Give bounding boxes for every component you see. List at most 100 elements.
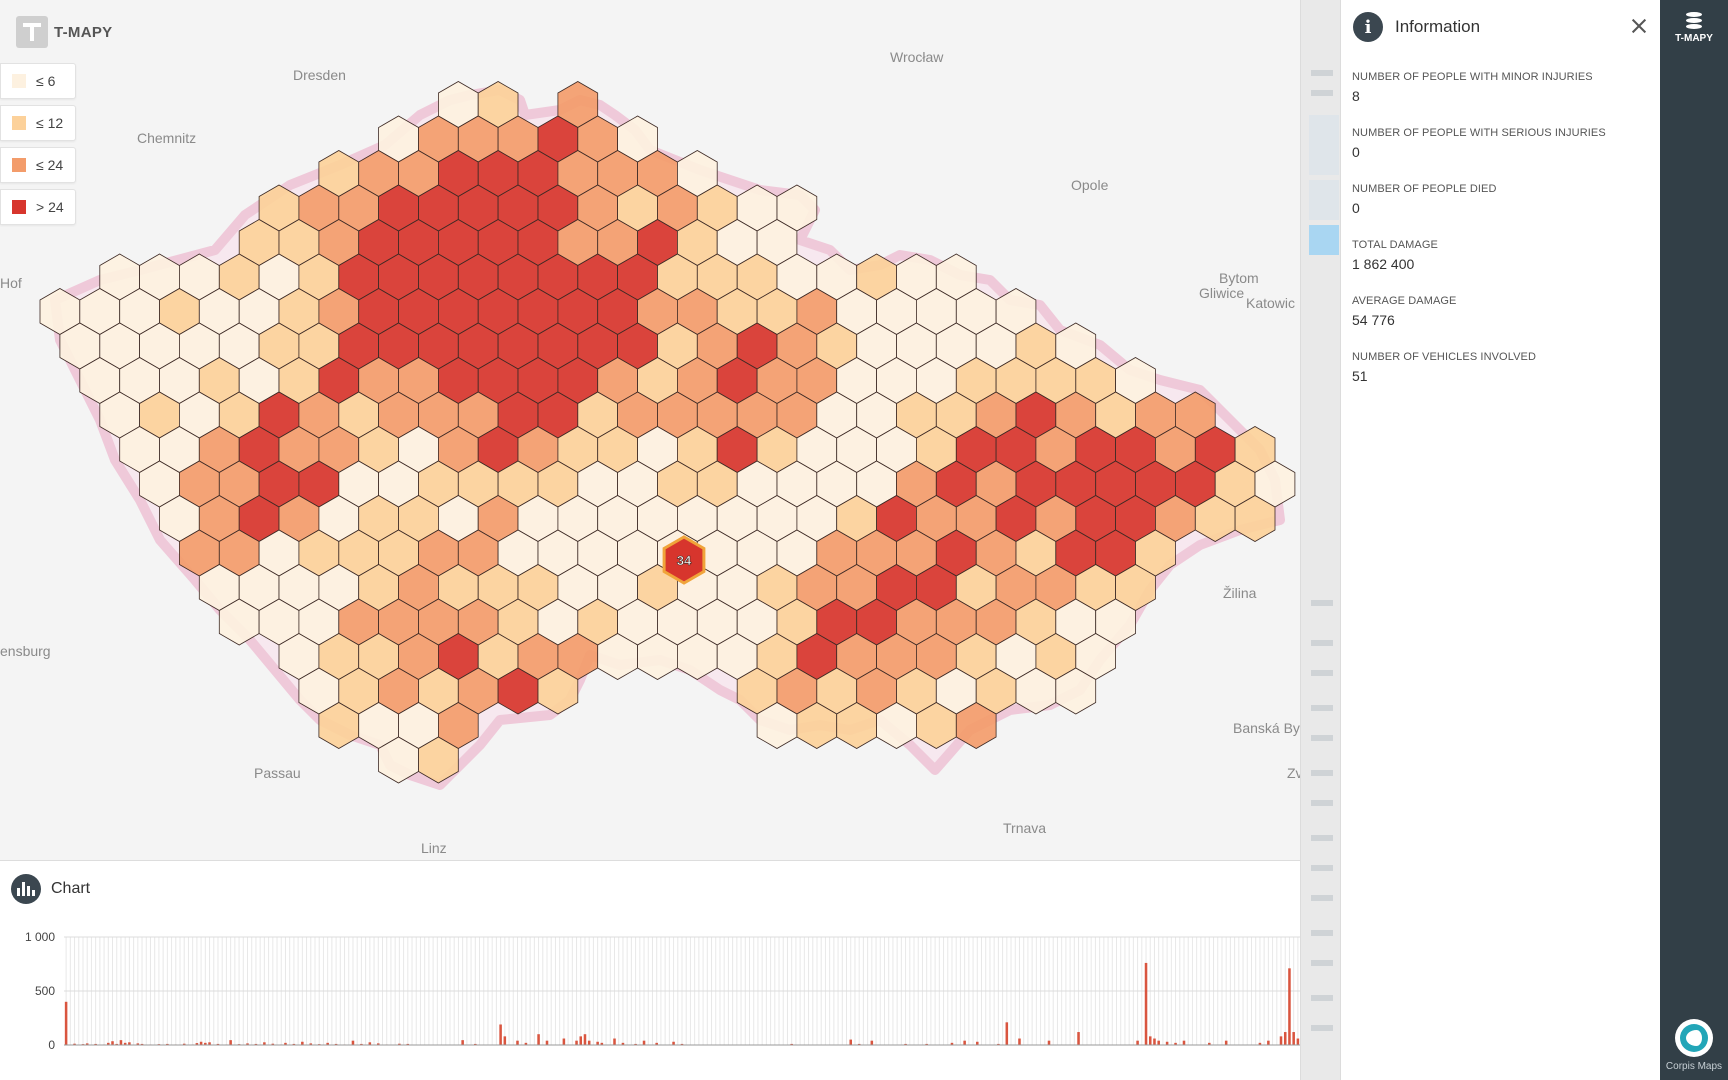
legend-item[interactable]: > 24 — [0, 189, 76, 225]
chart-bar[interactable] — [166, 1043, 169, 1045]
chart-bar[interactable] — [284, 1042, 287, 1045]
chart-bar[interactable] — [1005, 1022, 1009, 1045]
chart-bar[interactable] — [1018, 1038, 1021, 1045]
chart-bar[interactable] — [613, 1038, 616, 1045]
chart-bar[interactable] — [499, 1024, 502, 1045]
map[interactable]: 34 Dresden Wrocław Chemnitz Opole Bytom … — [0, 0, 1300, 860]
chart-bar[interactable] — [524, 1042, 528, 1045]
chart-bar[interactable] — [208, 1042, 211, 1045]
chart-bar[interactable] — [516, 1040, 519, 1045]
chart-bar[interactable] — [1047, 1040, 1051, 1045]
chart-bar[interactable] — [672, 1041, 675, 1045]
chart-bar[interactable] — [360, 1043, 363, 1045]
chart-bar[interactable] — [73, 1043, 76, 1045]
chart-bar[interactable] — [1136, 1040, 1139, 1045]
chart-bar[interactable] — [1279, 1036, 1283, 1045]
chart-bar[interactable] — [115, 1043, 118, 1045]
chart-bar[interactable] — [123, 1042, 127, 1045]
chart-bar[interactable] — [1208, 1042, 1211, 1045]
chart-bar[interactable] — [1077, 1032, 1080, 1045]
chart-bar[interactable] — [136, 1043, 140, 1045]
chart-bar[interactable] — [229, 1040, 232, 1045]
chart-bar[interactable] — [1153, 1038, 1156, 1045]
chart-bar[interactable] — [642, 1040, 646, 1045]
chart-bar[interactable] — [870, 1040, 874, 1045]
chart-bar[interactable] — [976, 1041, 979, 1045]
legend-item[interactable]: ≤ 6 — [0, 63, 76, 99]
chart-bar[interactable] — [1144, 962, 1148, 1045]
chart-bar[interactable] — [246, 1043, 249, 1045]
chart-bar[interactable] — [326, 1042, 329, 1045]
chart-bar[interactable] — [94, 1043, 97, 1045]
chart-bar[interactable] — [849, 1039, 852, 1045]
layers-button[interactable]: T-MAPY — [1660, 12, 1728, 44]
chart-bar[interactable] — [216, 1043, 220, 1045]
chart-bar[interactable] — [1292, 1032, 1295, 1045]
chart-bar[interactable] — [398, 1043, 401, 1045]
chart-bar[interactable] — [997, 1043, 1000, 1045]
chart-bar[interactable] — [85, 1043, 89, 1045]
chart-bar[interactable] — [1174, 1042, 1177, 1045]
corpis-maps-logo[interactable]: Corpis Maps — [1660, 1019, 1728, 1072]
chart-bar[interactable] — [199, 1041, 203, 1045]
chart-bar[interactable] — [368, 1042, 372, 1045]
chart-bar[interactable] — [461, 1040, 464, 1045]
close-icon[interactable] — [1628, 15, 1650, 37]
chart-bar[interactable] — [377, 1043, 380, 1045]
chart-bar[interactable] — [107, 1042, 110, 1045]
chart-bar[interactable] — [474, 1043, 477, 1045]
chart-bar[interactable] — [545, 1040, 549, 1045]
chart-bar[interactable] — [904, 1043, 907, 1045]
chart-bar[interactable] — [655, 1042, 658, 1045]
chart-bar[interactable] — [950, 1042, 954, 1045]
chart-bar[interactable] — [575, 1040, 578, 1045]
chart-bar[interactable] — [128, 1042, 131, 1045]
chart-bar[interactable] — [583, 1034, 587, 1045]
chart-bar[interactable] — [1267, 1040, 1270, 1045]
chart-bar[interactable] — [537, 1034, 540, 1045]
chart-bar[interactable] — [1258, 1042, 1262, 1045]
chart-bar[interactable] — [1288, 968, 1291, 1045]
chart-bar[interactable] — [1165, 1041, 1169, 1045]
chart-bar[interactable] — [204, 1042, 207, 1045]
chart-bar[interactable] — [301, 1041, 304, 1045]
legend-item[interactable]: ≤ 12 — [0, 105, 76, 141]
map-hexagon[interactable] — [537, 667, 579, 715]
chart-bar[interactable] — [562, 1038, 566, 1045]
chart-bar[interactable] — [963, 1040, 966, 1045]
chart-bar[interactable] — [140, 1043, 144, 1045]
selected-hexagon[interactable] — [662, 535, 706, 585]
chart-bar[interactable] — [1148, 1036, 1152, 1045]
map-hexagon[interactable] — [1234, 495, 1276, 542]
chart-bar[interactable] — [1283, 1032, 1287, 1045]
chart-bar[interactable] — [790, 1043, 793, 1045]
map-hexagon[interactable] — [1055, 667, 1097, 715]
chart-bar[interactable] — [64, 1001, 68, 1045]
chart-bar[interactable] — [351, 1040, 355, 1045]
chart-bar[interactable] — [195, 1043, 199, 1045]
chart-bar[interactable] — [579, 1036, 583, 1045]
bar-chart[interactable]: 1 000 500 0 — [0, 921, 1300, 1080]
chart-bar[interactable] — [634, 1043, 637, 1045]
map-hexagon[interactable] — [955, 702, 997, 749]
chart-bar[interactable] — [587, 1040, 591, 1045]
hexbin-map[interactable]: 34 — [0, 0, 1300, 860]
chart-bar[interactable] — [111, 1041, 114, 1045]
chart-bar[interactable] — [1157, 1040, 1160, 1045]
chart-bar[interactable] — [925, 1043, 928, 1045]
chart-bar[interactable] — [680, 1043, 684, 1045]
chart-bar[interactable] — [119, 1040, 123, 1045]
chart-bar[interactable] — [182, 1043, 186, 1045]
chart-bar[interactable] — [1224, 1040, 1228, 1045]
chart-bar[interactable] — [600, 1042, 604, 1045]
chart-bar[interactable] — [406, 1043, 410, 1045]
chart-bar[interactable] — [254, 1043, 258, 1045]
map-hexagon[interactable] — [418, 736, 459, 784]
legend-item[interactable]: ≤ 24 — [0, 147, 76, 183]
chart-bar[interactable] — [1182, 1040, 1186, 1045]
chart-bar[interactable] — [271, 1043, 275, 1045]
chart-bar[interactable] — [263, 1042, 266, 1045]
chart-bar[interactable] — [1296, 1038, 1300, 1045]
chart-bar[interactable] — [334, 1043, 338, 1045]
chart-bar[interactable] — [621, 1042, 625, 1045]
